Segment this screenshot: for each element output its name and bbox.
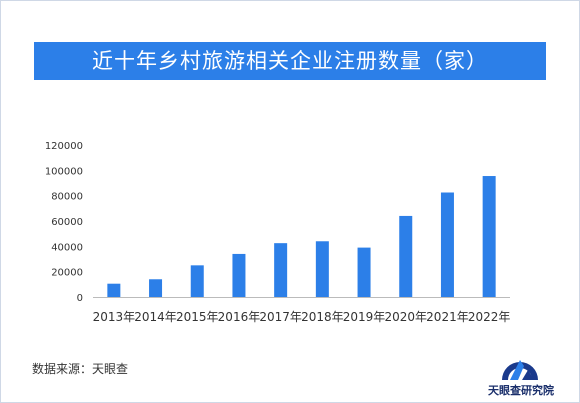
logo-icon — [502, 360, 538, 380]
y-tick-label: 60000 — [51, 217, 83, 228]
x-tick-label: 2017年 — [259, 310, 302, 324]
y-tick-label: 0 — [77, 293, 83, 304]
x-tick-label: 2022年 — [468, 310, 511, 324]
x-tick-label: 2015年 — [176, 310, 219, 324]
bar-2017年 — [274, 243, 288, 297]
x-tick-label: 2020年 — [384, 310, 427, 324]
source-note: 数据来源：天眼查 — [32, 362, 129, 376]
x-tick-label: 2019年 — [343, 310, 386, 324]
bar-2014年 — [149, 279, 163, 297]
x-axis: 2013年 2014年 2015年 2016年 2017年 2018年 2019年 2020年… — [93, 310, 511, 324]
bar-2021年 — [440, 192, 454, 297]
logo-text: 天眼查研究院 — [488, 384, 554, 397]
bar-2022年 — [482, 176, 496, 297]
x-tick-label: 2013年 — [93, 310, 136, 324]
y-tick-label: 100000 — [45, 166, 83, 177]
bars — [107, 176, 496, 297]
x-tick-label: 2016年 — [218, 310, 261, 324]
tianyancha-logo: 天眼查研究院 — [488, 346, 554, 398]
x-tick-label: 2014年 — [134, 310, 177, 324]
y-tick-label: 80000 — [51, 192, 83, 203]
y-tick-label: 40000 — [51, 242, 83, 253]
bar-2016年 — [232, 253, 246, 297]
y-tick-label: 20000 — [51, 268, 83, 279]
x-tick-label: 2018年 — [301, 310, 344, 324]
x-tick-label: 2021年 — [426, 310, 469, 324]
y-tick-label: 120000 — [45, 141, 83, 152]
bar-2013年 — [107, 283, 121, 297]
bar-2019年 — [357, 247, 371, 297]
chart-title: 近十年乡村旅游相关企业注册数量（家） — [34, 42, 546, 80]
y-axis: 0 20000 40000 60000 80000 100000 120000 — [45, 141, 83, 304]
bar-2015年 — [190, 265, 204, 297]
bar-2018年 — [315, 241, 329, 297]
bar-2020年 — [399, 215, 413, 297]
